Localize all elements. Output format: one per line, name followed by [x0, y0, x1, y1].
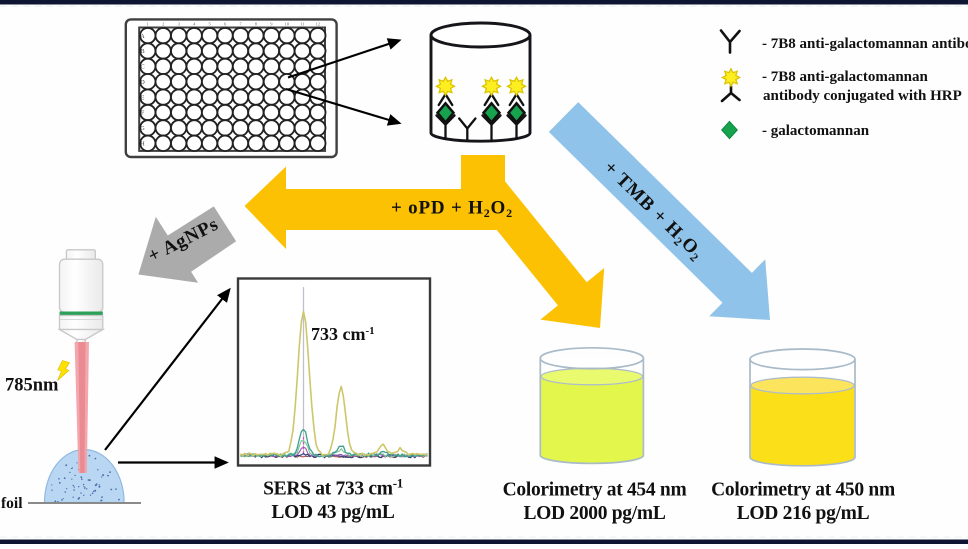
- svg-text:6: 6: [224, 21, 227, 26]
- svg-text:B: B: [141, 49, 145, 55]
- svg-text:4: 4: [193, 21, 196, 26]
- svg-text:+ oPD + H2O2: + oPD + H2O2: [391, 198, 513, 221]
- svg-text:785nm: 785nm: [5, 376, 59, 396]
- svg-text:12: 12: [316, 21, 321, 26]
- svg-text:2: 2: [162, 21, 164, 26]
- svg-text:3: 3: [178, 21, 181, 26]
- svg-text:H: H: [140, 142, 145, 148]
- svg-text:G: G: [140, 126, 145, 132]
- svg-text:F: F: [141, 111, 145, 117]
- svg-text:LOD 2000 pg/mL: LOD 2000 pg/mL: [523, 503, 665, 524]
- svg-text:10: 10: [285, 21, 290, 26]
- svg-text:1: 1: [147, 21, 149, 26]
- svg-text:8: 8: [255, 21, 258, 26]
- svg-text:11: 11: [300, 21, 304, 26]
- svg-text:7: 7: [239, 21, 242, 26]
- svg-text:C: C: [141, 65, 145, 71]
- svg-text:- galactomannan: - galactomannan: [762, 123, 870, 139]
- svg-text:D: D: [140, 80, 145, 86]
- svg-text:SERS at 733 cm-1: SERS at 733 cm-1: [263, 476, 403, 500]
- svg-text:9: 9: [270, 21, 273, 26]
- svg-text:733 cm-1: 733 cm-1: [311, 324, 375, 344]
- svg-text:LOD 216 pg/mL: LOD 216 pg/mL: [737, 503, 870, 524]
- svg-text:Colorimetry at 454 nm: Colorimetry at 454 nm: [503, 480, 687, 501]
- svg-text:- 7B8 anti-galactomannan antib: - 7B8 anti-galactomannan antibody: [762, 36, 968, 52]
- svg-text:E: E: [141, 95, 145, 101]
- svg-text:- 7B8 anti-galactomannan: - 7B8 anti-galactomannan: [762, 69, 929, 85]
- svg-text:5: 5: [208, 21, 211, 26]
- svg-text:LOD 43 pg/mL: LOD 43 pg/mL: [271, 502, 394, 523]
- svg-text:Colorimetry at 450 nm: Colorimetry at 450 nm: [711, 480, 895, 501]
- svg-text:foil: foil: [1, 495, 23, 512]
- svg-text:A: A: [140, 34, 145, 40]
- svg-text:antibody conjugated with HRP: antibody conjugated with HRP: [763, 88, 962, 104]
